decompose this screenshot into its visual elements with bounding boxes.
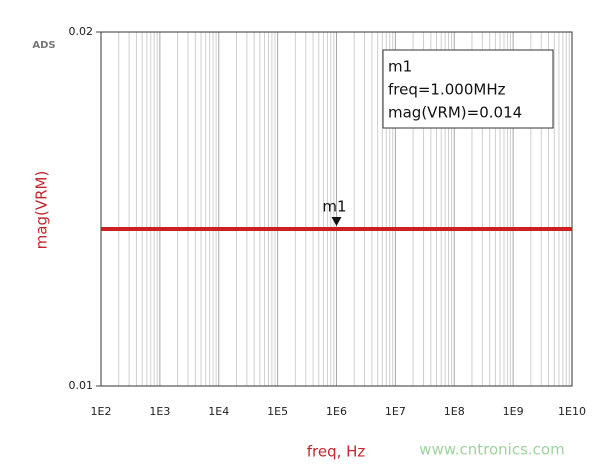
y-axis-label: mag(VRM)	[33, 171, 51, 250]
x-axis-label: freq, Hz	[307, 443, 366, 461]
app-label: ADS	[32, 40, 55, 51]
watermark: www.cntronics.com	[419, 441, 564, 459]
x-tick-label: 1E2	[91, 405, 112, 418]
x-tick-label: 1E8	[444, 405, 465, 418]
marker-readout-line: m1	[388, 58, 412, 76]
y-tick-label: 0.02	[69, 25, 94, 38]
x-tick-label: 1E3	[149, 405, 170, 418]
marker-label: m1	[322, 197, 346, 215]
x-tick-label: 1E7	[385, 405, 406, 418]
marker-readout-box	[382, 49, 554, 129]
x-tick-label: 1E5	[267, 405, 288, 418]
x-tick-label: 1E6	[326, 405, 347, 418]
plot-frame	[100, 31, 573, 387]
marker-readout-line: freq=1.000MHz	[388, 81, 506, 99]
marker-triangle	[331, 216, 342, 226]
x-tick-label: 1E10	[558, 405, 586, 418]
x-tick-label: 1E4	[208, 405, 229, 418]
marker-readout-line: mag(VRM)=0.014	[388, 104, 522, 122]
x-tick-label: 1E9	[503, 405, 524, 418]
y-tick-label: 0.01	[69, 379, 94, 392]
